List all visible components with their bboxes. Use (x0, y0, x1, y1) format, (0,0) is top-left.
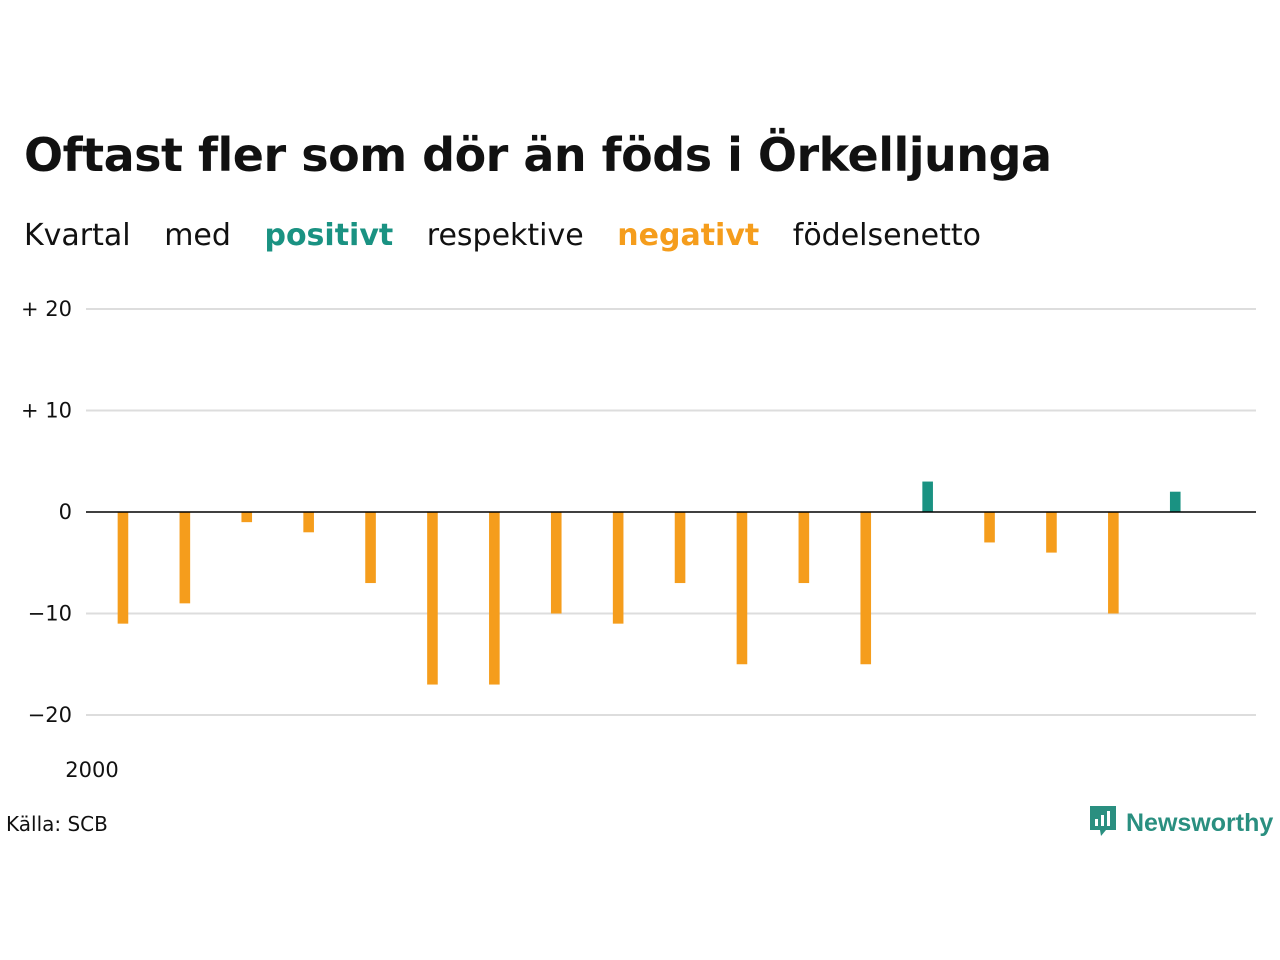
bar (1169, 491, 1181, 512)
subtitle-part-3: respektive (426, 218, 584, 253)
bar (303, 512, 314, 533)
bar (798, 512, 810, 584)
brand-logo[interactable]: Newsworthy (1088, 804, 1273, 842)
y-tick-label: −10 (28, 602, 72, 626)
bar (489, 512, 500, 685)
bar (117, 512, 129, 624)
bar (427, 512, 438, 685)
bar (241, 512, 253, 523)
subtitle-positive: positivt (264, 218, 394, 253)
bar (612, 512, 624, 624)
bar (365, 512, 376, 584)
axis-labels: + 20+ 100−10−2020002005201020152020 (21, 297, 119, 782)
grid-lines (86, 308, 1256, 716)
bar (922, 481, 933, 512)
bar (984, 512, 995, 543)
brand-name: Newsworthy (1126, 808, 1274, 837)
subtitle-part-2: med (164, 218, 231, 253)
bar (179, 512, 191, 604)
chart-subtitle: Kvartal med positivt respektive negativt… (24, 218, 1005, 253)
y-tick-label: −20 (28, 703, 72, 727)
y-tick-label: + 20 (21, 297, 72, 321)
bars (117, 481, 1181, 685)
bar (550, 512, 562, 614)
subtitle-negative: negativt (617, 218, 760, 253)
source-label: Källa: SCB (6, 812, 108, 836)
y-tick-label: 0 (59, 500, 72, 524)
y-tick-label: + 10 (21, 399, 72, 423)
chart-title: Oftast fler som dör än föds i Örkelljung… (24, 128, 1052, 182)
x-tick-label: 2000 (65, 758, 118, 782)
bar (736, 512, 748, 665)
newsworthy-logo-icon (1088, 804, 1118, 842)
subtitle-part-4: födelsenetto (792, 218, 981, 253)
bar (674, 512, 686, 584)
subtitle-part-1: Kvartal (24, 218, 131, 253)
bar (860, 512, 872, 665)
bar (1046, 512, 1057, 553)
bar (1108, 512, 1119, 614)
